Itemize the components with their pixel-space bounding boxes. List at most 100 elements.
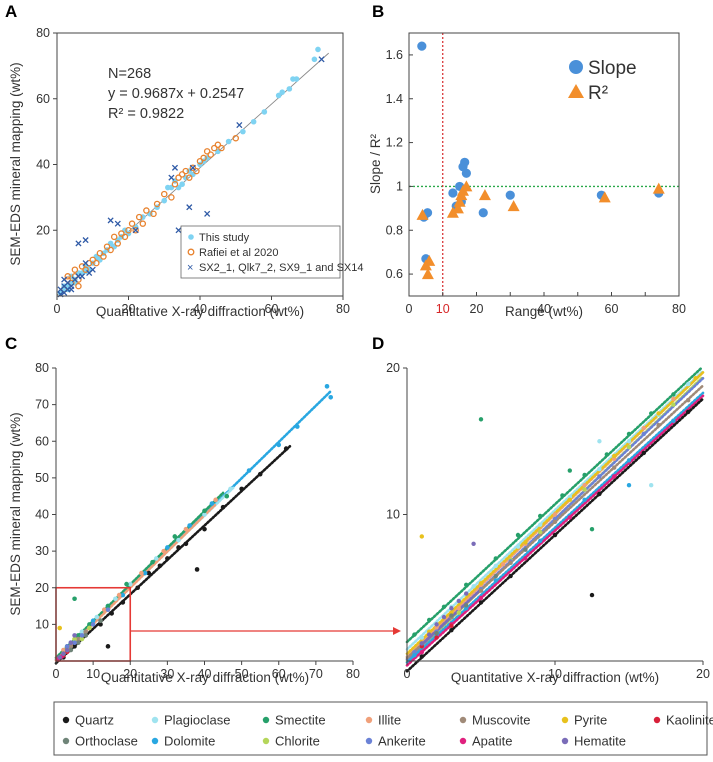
panel-d-point-muscovite: [478, 588, 484, 593]
panel-d-point-orthoclase: [523, 547, 528, 552]
panel-c-y-tick-label: 60: [35, 434, 49, 448]
zoom-arrow-head: [393, 627, 401, 635]
panel-d-point-plagioclase: [471, 584, 476, 589]
panel-d-point-apatite: [612, 474, 617, 479]
rafiei-point: [168, 194, 175, 201]
rafiei-point: [82, 266, 89, 273]
r2-point: [416, 208, 429, 220]
panel-a-x-tick-label: 60: [265, 302, 279, 316]
panel-d-point-quartz: [597, 491, 602, 497]
slope-point: [448, 188, 458, 198]
panel-c-point-quartz: [72, 644, 77, 649]
panel-d-point-ankerite: [641, 431, 646, 437]
rafiei-point: [110, 233, 118, 241]
panel-d-point-plagioclase: [515, 544, 521, 549]
panel-c-point-quartz: [165, 556, 170, 561]
panel-c-point-muscovite: [83, 629, 88, 634]
slope-point: [478, 208, 488, 218]
panel-a-y-tick-label: 40: [36, 158, 50, 172]
legend-this-study: This study: [199, 232, 250, 244]
panel-c-y-tick-label: 30: [35, 544, 49, 558]
panel-a-x-tick-label: 80: [336, 302, 350, 316]
rafiei-point: [160, 190, 168, 198]
legend-slope-marker: [569, 60, 583, 74]
panel-c-x-tick-label: 10: [86, 667, 100, 681]
r2-point: [421, 268, 434, 280]
panel-c-point-illite: [183, 526, 189, 532]
r2-point: [652, 182, 665, 194]
panel-c-y-tick-label: 80: [35, 361, 49, 375]
panel-c-point-dolomite: [120, 592, 126, 598]
panel-d-point-apatite: [523, 556, 528, 561]
panel-c-point-hematite: [57, 655, 63, 660]
panel-c-point-orthoclase: [75, 640, 81, 645]
panel-c-point-orthoclase: [83, 633, 88, 638]
panel-b-x-tick-label: 80: [672, 302, 686, 316]
panel-a-x-tick-label: 20: [122, 302, 136, 316]
panel-d-point-illite: [582, 483, 587, 488]
panel-b-chart: 0 20 40 60 80 10 0.6 0.8 1 1.2 1.4 1.6 Slope R² Ran…: [368, 32, 686, 319]
panel-d-point-hematite: [434, 622, 439, 627]
panel-c-point-illite: [116, 592, 122, 598]
panel-c-point-smectite: [72, 596, 77, 602]
panel-d-point-chlorite: [671, 402, 676, 407]
panel-c-y-tick-label: 50: [35, 471, 49, 485]
panel-d-point-smectite: [582, 472, 587, 478]
panel-c-point-muscovite: [75, 636, 81, 642]
panel-c-point-illite: [213, 497, 218, 503]
legend-pyrite-marker: [561, 716, 569, 724]
panel-d-point-orthoclase: [493, 573, 498, 579]
panel-a-y-tick-label: 80: [36, 26, 50, 40]
panel-d-point-smectite: [671, 392, 676, 397]
panel-b-x-tick-label: 40: [537, 302, 551, 316]
panel-c-point-smectite: [202, 508, 207, 514]
panel-a-x-tick-label: 40: [193, 302, 207, 316]
legend-rafiei-marker: [187, 248, 195, 256]
panel-c-point-orthoclase: [68, 647, 74, 653]
legend-illite-marker: [365, 716, 373, 724]
this-study-point: [225, 138, 232, 145]
this-study-point: [315, 46, 321, 53]
panel-c-point-smectite: [87, 622, 92, 627]
rafiei-point: [214, 141, 222, 149]
panel-c-point-chlorite: [72, 636, 77, 642]
panel-d-point-hematite: [456, 598, 461, 604]
panel-d-point-ankerite: [597, 474, 602, 479]
panel-d-point-chlorite: [582, 487, 587, 492]
panel-c-point-smectite: [105, 603, 111, 609]
panel-d-point-orthoclase: [434, 630, 439, 636]
rafiei-point: [114, 240, 122, 247]
panel-d-point-illite: [671, 396, 676, 401]
panel-d-point-dolomite: [626, 483, 632, 488]
panel-d-point-illite: [641, 425, 646, 431]
panel-letter-a: A: [5, 2, 17, 21]
panel-d-point-dolomite: [671, 418, 676, 423]
panel-c-point-hematite: [61, 651, 66, 656]
legend-this-study-marker: [188, 234, 194, 240]
rafiei-point: [207, 151, 214, 158]
panel-a-annotation-n: N=268: [108, 66, 151, 82]
panel-c-x-tick-label: 40: [198, 667, 212, 681]
panel-c-point-dolomite: [295, 424, 300, 429]
panel-d-point-smectite: [478, 417, 484, 422]
panel-c-point-hematite: [68, 640, 74, 645]
panel-c-x-tick-label: 0: [53, 667, 60, 681]
panel-c-point-dolomite: [246, 468, 252, 473]
panel-b-y-tick-label: 1.2: [386, 136, 403, 150]
sx-point: [171, 164, 179, 171]
panel-b-y-tick-label: 0.6: [386, 267, 403, 281]
legend-orthoclase-marker: [62, 737, 70, 745]
legend-hematite: Hematite: [574, 734, 626, 749]
panel-d-point-apatite: [419, 650, 424, 655]
panel-c-point-illite: [139, 570, 144, 576]
panel-letter-c: C: [5, 334, 17, 353]
panel-c-point-illite: [101, 607, 107, 613]
panel-d-point-smectite: [427, 617, 432, 623]
panel-d-point-smectite: [649, 411, 654, 416]
panel-b-y-tick-label: 1: [396, 179, 403, 193]
panel-d-point-plagioclase: [538, 522, 543, 527]
panel-c-point-plagioclase: [176, 537, 181, 543]
panel-a-axes-frame: [56, 32, 344, 297]
panel-d-point-kaolinite: [434, 635, 439, 640]
legend-quartz: Quartz: [75, 713, 114, 728]
